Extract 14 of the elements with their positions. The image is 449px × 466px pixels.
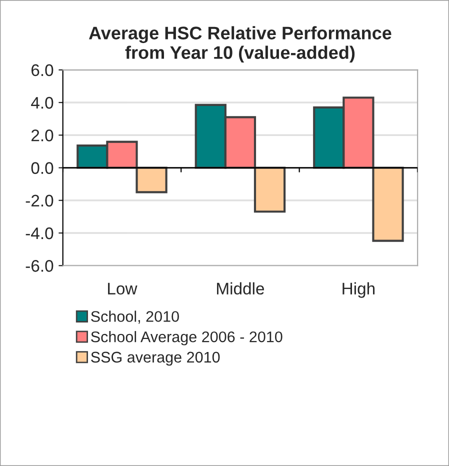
legend-label: School Average 2006 - 2010 [91, 331, 282, 346]
y-tick-label: -4.0 [26, 227, 54, 240]
y-tick-label: 2.0 [32, 130, 54, 142]
y-tick-label: 0.0 [31, 162, 54, 174]
x-tick-label: Middle [217, 282, 264, 295]
legend-label: School, 2010 [91, 310, 179, 324]
y-tick-label: 4.0 [31, 96, 54, 109]
legend-label: SSG average 2010 [91, 352, 220, 366]
y-tick-label: -2.0 [26, 194, 54, 207]
y-tick-label: 6.0 [32, 64, 54, 76]
y-tick-label: -6.0 [26, 260, 54, 272]
chart-title: Average HSC Relative Performance from Year 10 (value-added) [88, 26, 392, 63]
x-tick-label: High [342, 282, 375, 298]
x-tick-label: Low [108, 282, 138, 295]
